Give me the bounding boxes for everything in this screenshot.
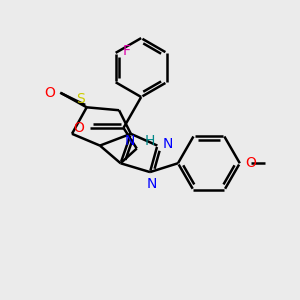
Text: F: F bbox=[122, 44, 130, 58]
Text: O: O bbox=[74, 121, 84, 135]
Text: N: N bbox=[163, 137, 173, 151]
Text: O: O bbox=[44, 85, 55, 100]
Text: S: S bbox=[76, 92, 85, 106]
Text: N: N bbox=[125, 134, 135, 148]
Text: N: N bbox=[146, 177, 157, 191]
Text: H: H bbox=[145, 134, 155, 148]
Text: O: O bbox=[245, 156, 256, 170]
